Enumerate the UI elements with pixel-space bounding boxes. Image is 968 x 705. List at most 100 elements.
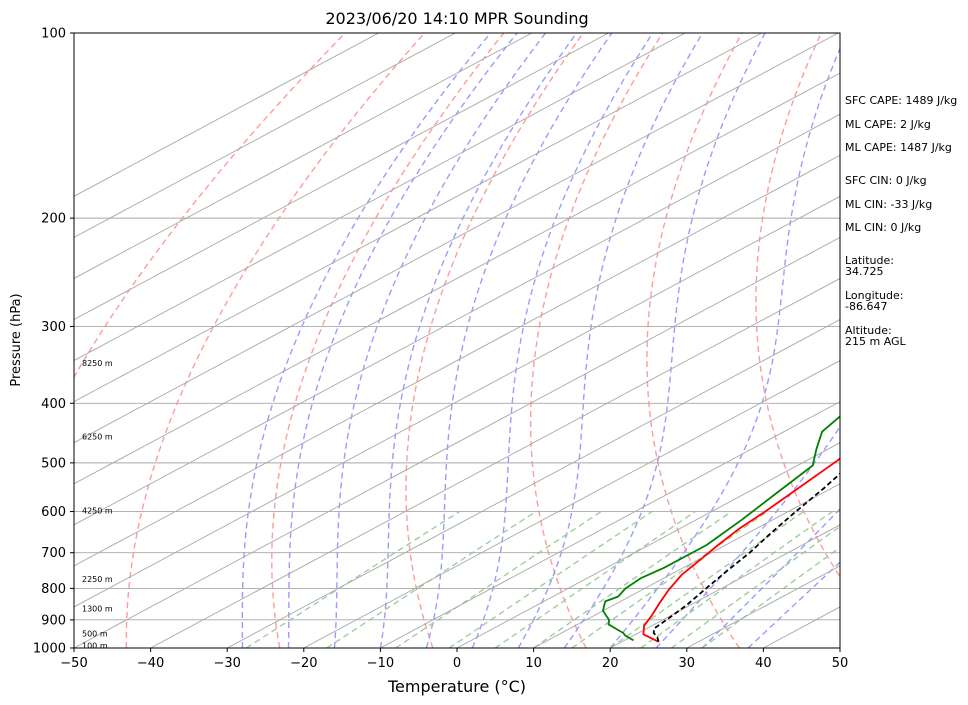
y-tick-label: 800: [41, 582, 66, 597]
isotherm-line: [74, 33, 839, 444]
isotherm-line: [74, 33, 456, 238]
height-label: 2250 m: [82, 575, 113, 584]
y-tick-label: 200: [41, 212, 66, 227]
x-tick-label: 50: [832, 656, 849, 671]
moist-adiabat-line: [241, 33, 492, 648]
moist-adiabat-line: [379, 33, 578, 648]
sfc-cape-text: SFC CAPE: 1489 J/kg: [845, 94, 957, 107]
x-tick-label: 0: [453, 656, 461, 671]
isotherm-line: [74, 33, 533, 279]
isotherm-line: [74, 195, 840, 608]
height-labels: 100 m 500 m 1300 m 2250 m 4250 m 6250 m 8250 m: [82, 359, 113, 651]
dry-adiabat-line: [125, 33, 426, 648]
height-label: 6250 m: [82, 433, 113, 442]
mixing-ratio-line: [395, 511, 602, 648]
x-tick-label: 20: [602, 656, 619, 671]
mixing-ratio-line: [701, 546, 840, 648]
isotherm-line: [74, 33, 686, 362]
isotherm-line: [150, 277, 840, 648]
isotherm-line: [456, 442, 840, 648]
moist-adiabat-line: [655, 425, 840, 648]
ml-cape-text-2: ML CAPE: 1487 J/kg: [845, 141, 952, 154]
y-tick-label: 300: [41, 320, 66, 335]
dry-adiabat-line: [956, 33, 968, 648]
x-tick-label: −20: [290, 656, 317, 671]
sfc-cin-text: SFC CIN: 0 J/kg: [845, 174, 927, 187]
mixing-ratio-line: [448, 511, 653, 648]
y-tick-label: 900: [41, 613, 66, 628]
longitude-label: Longitude:: [845, 289, 903, 302]
ml-cin-text-1: ML CIN: -33 J/kg: [845, 198, 932, 211]
height-label: 4250 m: [82, 507, 113, 516]
chart-title: 2023/06/20 14:10 MPR Sounding: [325, 9, 588, 28]
y-tick-label: 500: [41, 456, 66, 471]
altitude-label: Altitude:: [845, 324, 892, 337]
isotherm-line: [533, 483, 840, 648]
x-tick-label: −10: [367, 656, 394, 671]
dry-adiabats: [74, 33, 968, 648]
y-tick-label: 700: [41, 546, 66, 561]
ml-cape-text-1: ML CAPE: 2 J/kg: [845, 118, 931, 131]
longitude-value: -86.647: [845, 300, 887, 313]
moist-adiabat-line: [609, 46, 840, 648]
dry-adiabat-line: [646, 33, 743, 648]
x-tick-label: 30: [679, 656, 696, 671]
temperature-trace: [642, 457, 840, 643]
y-axis-label: Pressure (hPa): [9, 293, 24, 386]
moist-adiabat-line: [517, 33, 704, 648]
isotherm-line: [74, 236, 840, 648]
isotherm-line: [74, 33, 609, 321]
ml-cin-text-2: ML CIN: 0 J/kg: [845, 221, 921, 234]
moist-adiabat-line: [701, 507, 840, 648]
y-tick-label: 600: [41, 505, 66, 520]
dry-adiabat-line: [405, 33, 584, 648]
mixing-ratio-line: [494, 511, 696, 648]
dry-adiabat-line: [529, 33, 664, 648]
isotherm-line: [303, 360, 840, 648]
isotherm-line: [74, 154, 840, 567]
x-tick-label: 10: [525, 656, 542, 671]
sounding-traces: [602, 415, 840, 643]
x-axis-ticks: −50 −40 −30 −20 −10 0 10 20 30 40 50: [60, 648, 848, 671]
y-tick-label: 400: [41, 397, 66, 412]
dewpoint-trace: [602, 415, 840, 642]
y-axis-ticks: 1000 900 800 700 600 500 400 300 200 100: [33, 27, 74, 657]
parcel-trace: [652, 472, 840, 643]
height-label: 1300 m: [82, 604, 113, 613]
isotherms: [74, 33, 840, 648]
x-axis-label: Temperature (°C): [387, 677, 526, 696]
dry-adiabat-line: [271, 33, 505, 648]
moist-adiabat-line: [563, 33, 766, 648]
y-tick-label: 1000: [33, 642, 66, 657]
height-label: 100 m: [82, 642, 108, 651]
moist-adiabat-line: [747, 561, 840, 648]
moist-adiabat-line: [425, 33, 613, 648]
isotherm-line: [74, 33, 762, 403]
mixing-ratio-line: [326, 511, 537, 648]
plot-area: [74, 33, 968, 648]
height-label: 8250 m: [82, 359, 113, 368]
isotherm-line: [74, 113, 840, 526]
dry-adiabat-line: [755, 33, 840, 579]
moist-adiabat-line: [333, 33, 547, 648]
height-label: 500 m: [82, 629, 108, 638]
altitude-value: 215 m AGL: [845, 335, 907, 348]
x-tick-label: −50: [60, 656, 87, 671]
mixing-ratio-line: [671, 525, 840, 648]
moist-adiabats: [241, 33, 840, 648]
isotherm-line: [609, 524, 840, 648]
x-tick-label: 40: [755, 656, 772, 671]
x-tick-label: −40: [137, 656, 164, 671]
latitude-value: 34.725: [845, 265, 884, 278]
isotherm-line: [74, 33, 379, 197]
isotherm-line: [380, 401, 840, 648]
moist-adiabat-line: [471, 33, 654, 648]
latitude-label: Latitude:: [845, 254, 894, 267]
isobars: [74, 217, 840, 621]
y-tick-label: 100: [41, 27, 66, 42]
isotherm-line: [74, 72, 840, 485]
sounding-info-panel: SFC CAPE: 1489 J/kg ML CAPE: 2 J/kg ML C…: [845, 94, 957, 348]
x-tick-label: −30: [213, 656, 240, 671]
isotherm-line: [226, 318, 840, 648]
